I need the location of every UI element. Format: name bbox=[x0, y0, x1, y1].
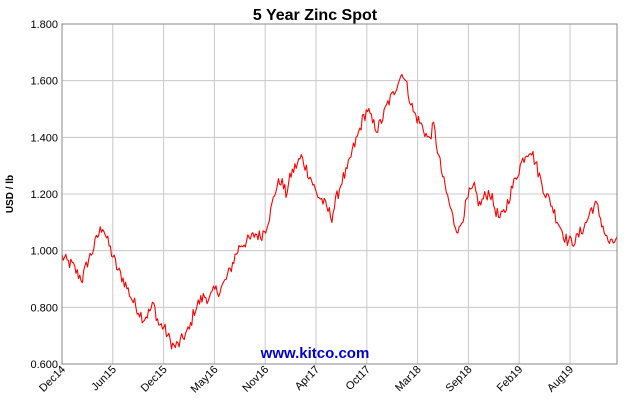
y-tick-label: 0.600 bbox=[30, 359, 58, 371]
x-tick-label: Feb19 bbox=[495, 364, 526, 395]
x-tick-label: Sep18 bbox=[444, 364, 475, 395]
plot-frame bbox=[61, 23, 618, 365]
x-tick-label: Dec15 bbox=[139, 364, 170, 395]
x-tick-label: May16 bbox=[189, 364, 221, 396]
y-axis-ticks: 0.600 0.800 1.000 1.200 1.400 1.600 1.800 bbox=[30, 19, 58, 371]
kitco-watermark: www.kitco.com bbox=[260, 345, 370, 362]
y-tick-label: 0.800 bbox=[30, 302, 58, 314]
x-tick-label: Jun15 bbox=[89, 364, 119, 394]
x-axis-ticks: Dec14 Jun15 Dec15 May16 Nov16 Apr17 Oct17 Mar18… bbox=[37, 364, 576, 396]
y-tick-label: 1.200 bbox=[30, 189, 58, 201]
y-tick-label: 1.000 bbox=[30, 246, 58, 258]
y-tick-label: 1.400 bbox=[30, 132, 58, 144]
series-line-zinc-spot bbox=[61, 73, 618, 350]
x-tick-label: Nov16 bbox=[240, 364, 271, 395]
y-axis-label: USD / lb bbox=[5, 175, 16, 213]
y-tick-label: 1.800 bbox=[30, 19, 58, 31]
x-tick-label: Oct17 bbox=[344, 364, 373, 393]
grid-layer bbox=[62, 23, 617, 365]
x-tick-label: Aug19 bbox=[545, 364, 576, 395]
x-tick-label: Apr17 bbox=[293, 364, 322, 393]
x-tick-label: Mar18 bbox=[393, 364, 424, 395]
y-tick-label: 1.600 bbox=[30, 76, 58, 88]
chart-title: 5 Year Zinc Spot bbox=[253, 7, 378, 24]
